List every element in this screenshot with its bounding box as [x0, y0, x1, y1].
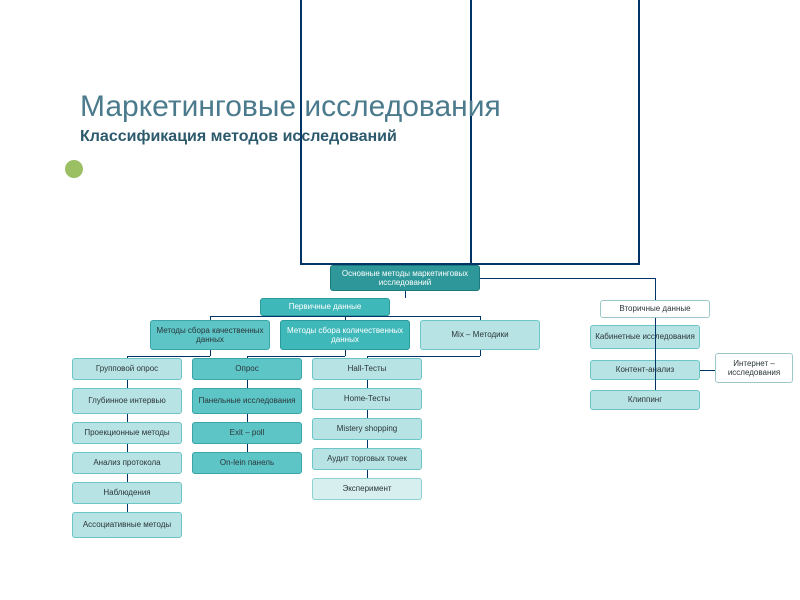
- leaf-conn-1-1: [247, 414, 248, 422]
- node-secondary-child-0: Кабинетные исследования: [590, 325, 700, 349]
- line-sec-inet: [700, 370, 715, 371]
- leaf-0-5: Ассоциативные методы: [72, 512, 182, 538]
- leaf-0-0: Групповой опрос: [72, 358, 182, 380]
- leaf-2-0: Hall-Тесты: [312, 358, 422, 380]
- leaf-conn-0-1: [127, 414, 128, 422]
- line-col-0-stub: [210, 350, 211, 356]
- leaf-2-2: Mistery shopping: [312, 418, 422, 440]
- page-subtitle: Классификация методов исследований: [80, 128, 397, 146]
- leaf-1-3: On-lein панель: [192, 452, 302, 474]
- node-secondary-child-1: Контент-анализ: [590, 360, 700, 380]
- line-col-1-h: [247, 356, 345, 357]
- node-secondary-child-2: Клиппинг: [590, 390, 700, 410]
- node-root: Основные методы маркетинговых исследован…: [330, 265, 480, 291]
- node-secondary: Вторичные данные: [600, 300, 710, 318]
- leaf-conn-2-3: [367, 470, 368, 478]
- leaf-conn-2-1: [367, 410, 368, 418]
- leaf-1-0: Опрос: [192, 358, 302, 380]
- line-prim-drop-2: [480, 316, 481, 320]
- leaf-0-4: Наблюдения: [72, 482, 182, 504]
- leaf-0-2: Проекционные методы: [72, 422, 182, 444]
- line-col-2-h: [367, 356, 480, 357]
- page-title: Маркетинговые исследования: [80, 90, 501, 124]
- node-secondary-child-3: Интернет – исследования: [715, 353, 793, 383]
- leaf-conn-0-4: [127, 504, 128, 512]
- leaf-conn-1-2: [247, 444, 248, 452]
- leaf-conn-1-0: [247, 380, 248, 388]
- leaf-2-3: Аудит торговых точек: [312, 448, 422, 470]
- node-primary-child-0: Методы сбора качественных данных: [150, 320, 270, 350]
- line-col-1-stub: [345, 350, 346, 356]
- leaf-2-1: Home-Тесты: [312, 388, 422, 410]
- node-primary: Первичные данные: [260, 298, 390, 316]
- line-root-sec-h: [480, 278, 655, 279]
- line-prim-drop-0: [210, 316, 211, 320]
- line-root-sec-v: [655, 278, 656, 300]
- leaf-1-1: Панельные исследования: [192, 388, 302, 414]
- bullet-icon: [65, 160, 83, 178]
- leaf-0-1: Глубинное интервью: [72, 388, 182, 414]
- leaf-2-4: Эксперимент: [312, 478, 422, 500]
- line-col-0-h: [127, 356, 210, 357]
- top-frame-divider: [470, 0, 472, 263]
- node-primary-child-2: Mix – Методики: [420, 320, 540, 350]
- line-sec-spine: [655, 318, 656, 390]
- leaf-conn-0-0: [127, 380, 128, 388]
- line-col-2-stub: [480, 350, 481, 356]
- leaf-conn-0-3: [127, 474, 128, 482]
- leaf-conn-0-2: [127, 444, 128, 452]
- leaf-conn-2-0: [367, 380, 368, 388]
- leaf-1-2: Exit – poll: [192, 422, 302, 444]
- leaf-conn-2-2: [367, 440, 368, 448]
- node-primary-child-1: Методы сбора количественных данных: [280, 320, 410, 350]
- line-root-primary: [405, 291, 406, 298]
- line-prim-drop-1: [345, 316, 346, 320]
- leaf-0-3: Анализ протокола: [72, 452, 182, 474]
